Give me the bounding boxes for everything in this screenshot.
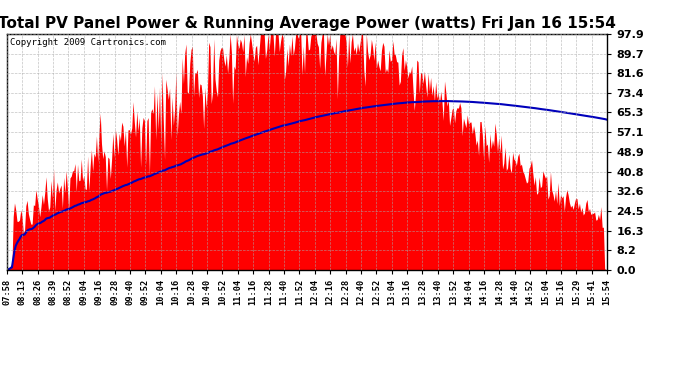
Title: Total PV Panel Power & Running Average Power (watts) Fri Jan 16 15:54: Total PV Panel Power & Running Average P… xyxy=(0,16,616,31)
Text: Copyright 2009 Cartronics.com: Copyright 2009 Cartronics.com xyxy=(10,39,166,48)
